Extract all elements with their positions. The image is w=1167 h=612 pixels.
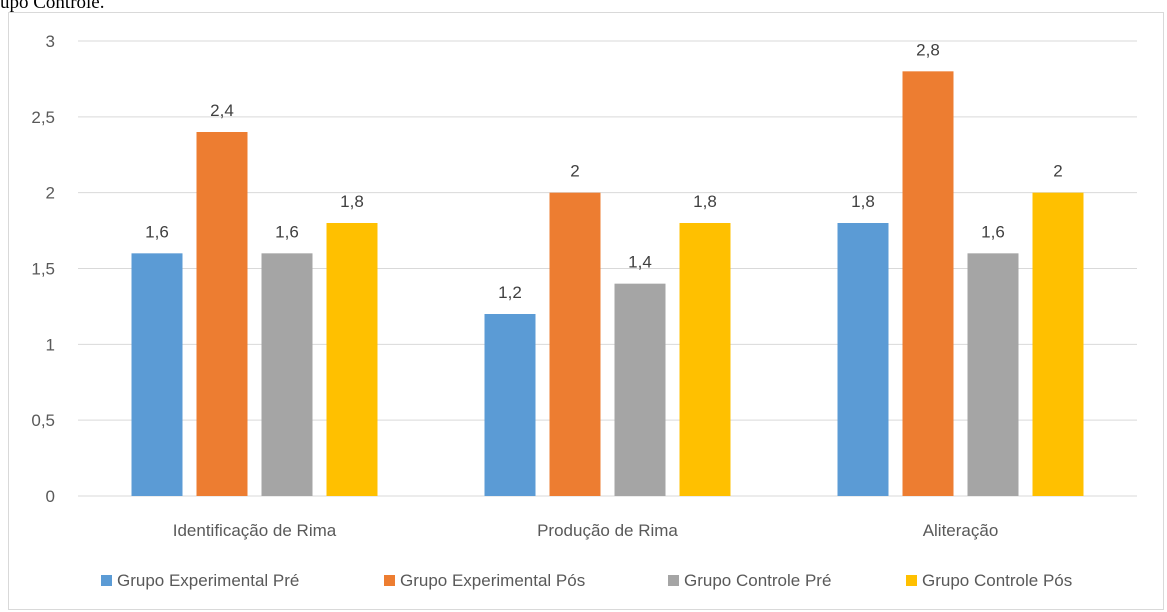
x-tick-label: Produção de Rima bbox=[537, 521, 678, 540]
legend-swatch bbox=[384, 575, 395, 586]
data-label: 2,8 bbox=[916, 40, 940, 59]
bar bbox=[837, 223, 889, 496]
legend-label: Grupo Experimental Pré bbox=[117, 571, 299, 590]
bar bbox=[326, 223, 378, 496]
y-tick-label: 2,5 bbox=[31, 108, 55, 127]
y-tick-label: 2 bbox=[46, 184, 55, 203]
data-label: 1,8 bbox=[851, 192, 875, 211]
legend: Grupo Experimental Pré Grupo Experimental… bbox=[101, 571, 1072, 590]
gridlines bbox=[78, 40, 1137, 497]
bar bbox=[549, 192, 601, 496]
legend-swatch bbox=[906, 575, 917, 586]
data-label: 1,2 bbox=[498, 283, 522, 302]
y-axis-ticks: 0 0,5 1 1,5 2 2,5 3 bbox=[31, 32, 55, 506]
legend-label: Grupo Controle Pré bbox=[684, 571, 831, 590]
bars bbox=[131, 71, 1084, 496]
figure-caption: upo Controle. bbox=[0, 0, 105, 13]
legend-label: Grupo Controle Pós bbox=[922, 571, 1072, 590]
bar bbox=[967, 253, 1019, 496]
bar bbox=[131, 253, 183, 496]
data-label: 1,6 bbox=[981, 222, 1005, 241]
bar bbox=[1032, 192, 1084, 496]
bar bbox=[902, 71, 954, 496]
legend-swatch bbox=[101, 575, 112, 586]
x-tick-label: Identificação de Rima bbox=[173, 521, 337, 540]
y-tick-label: 0 bbox=[46, 487, 55, 506]
data-label: 2,4 bbox=[210, 101, 234, 120]
bar bbox=[614, 283, 666, 496]
chart-frame bbox=[8, 12, 1164, 610]
bar bbox=[196, 132, 248, 496]
y-tick-label: 1,5 bbox=[31, 260, 55, 279]
y-tick-label: 1 bbox=[46, 335, 55, 354]
data-label: 2 bbox=[570, 162, 579, 181]
bar bbox=[679, 223, 731, 496]
legend-label: Grupo Experimental Pós bbox=[400, 571, 585, 590]
bar bbox=[484, 314, 536, 496]
y-tick-label: 0,5 bbox=[31, 411, 55, 430]
data-label: 2 bbox=[1053, 162, 1062, 181]
legend-swatch bbox=[668, 575, 679, 586]
y-tick-label: 3 bbox=[46, 32, 55, 51]
data-label: 1,4 bbox=[628, 253, 652, 272]
x-tick-label: Aliteração bbox=[923, 521, 999, 540]
data-label: 1,6 bbox=[145, 222, 169, 241]
data-label: 1,6 bbox=[275, 222, 299, 241]
data-label: 1,8 bbox=[340, 192, 364, 211]
data-label: 1,8 bbox=[693, 192, 717, 211]
x-axis-ticks: Identificação de Rima Produção de Rima Ali… bbox=[173, 521, 999, 540]
bar bbox=[261, 253, 313, 496]
data-labels: 1,6 2,4 1,6 1,8 1,2 2 1,4 1,8 1,8 2,8 1,6 2 bbox=[145, 40, 1063, 302]
